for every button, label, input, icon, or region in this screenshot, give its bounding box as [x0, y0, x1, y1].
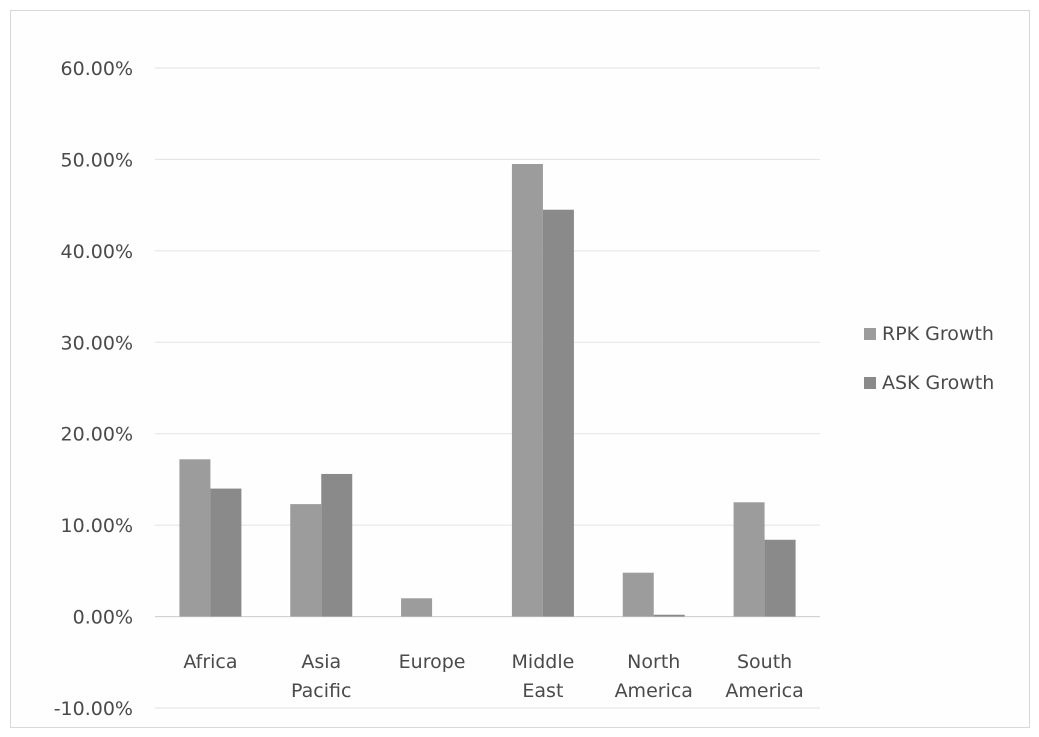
x-category-label: Middle	[512, 651, 575, 673]
bar-ask-growth	[764, 539, 796, 617]
x-category-label: Africa	[183, 651, 237, 673]
bar-rpk-growth	[622, 572, 654, 617]
bar-ask-growth	[210, 488, 242, 617]
bar-rpk-growth	[290, 504, 322, 617]
y-tick-label: -10.00%	[54, 698, 133, 720]
y-tick-label: 20.00%	[61, 424, 133, 446]
x-category-label: Pacific	[291, 680, 351, 702]
x-category-label: America	[615, 680, 693, 702]
y-tick-label: 40.00%	[61, 241, 133, 263]
bar-rpk-growth	[401, 598, 433, 617]
x-category-label: South	[737, 651, 792, 673]
legend-swatch	[864, 328, 876, 340]
legend-swatch	[864, 377, 876, 389]
bar-rpk-growth	[511, 164, 543, 617]
x-category-label: Asia	[301, 651, 341, 673]
x-category-label: Europe	[399, 651, 466, 673]
bar-ask-growth	[653, 614, 685, 617]
y-tick-label: 10.00%	[61, 515, 133, 537]
legend-label: ASK Growth	[882, 372, 994, 394]
bar-rpk-growth	[179, 459, 211, 617]
y-tick-label: 50.00%	[61, 149, 133, 171]
x-category-label: North	[627, 651, 680, 673]
x-category-label: America	[725, 680, 803, 702]
y-tick-label: 0.00%	[73, 607, 133, 629]
bar-rpk-growth	[733, 502, 765, 617]
y-tick-label: 60.00%	[61, 58, 133, 80]
bar-ask-growth	[321, 473, 353, 617]
legend-label: RPK Growth	[882, 323, 994, 345]
bar-ask-growth	[542, 209, 574, 617]
y-tick-label: 30.00%	[61, 332, 133, 354]
x-category-label: East	[522, 680, 563, 702]
